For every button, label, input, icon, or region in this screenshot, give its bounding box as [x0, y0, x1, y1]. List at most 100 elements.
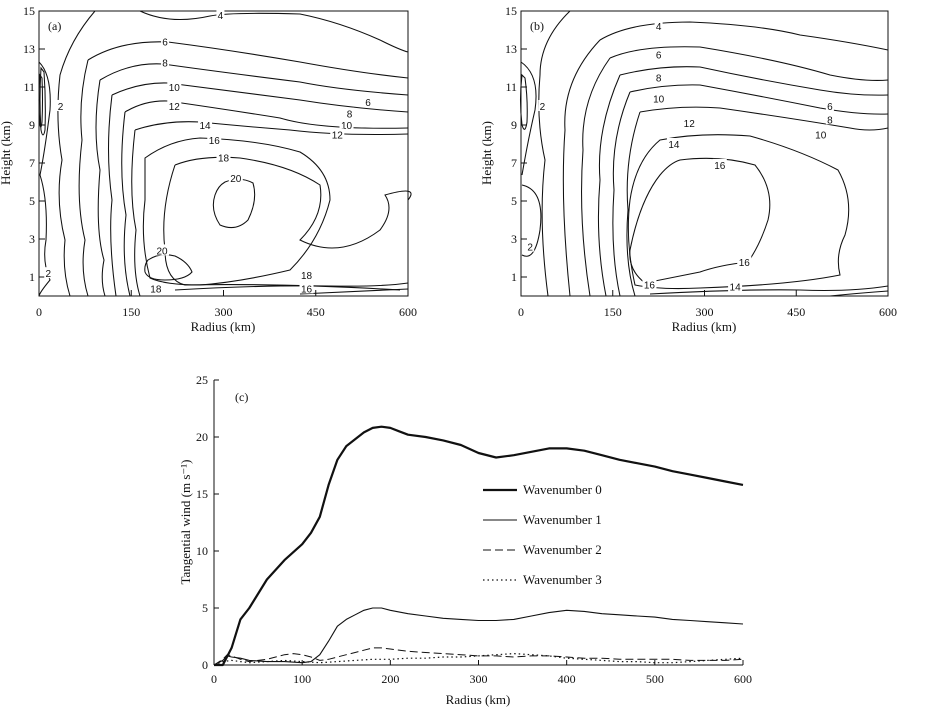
panel-a-contour-label: 18	[150, 284, 162, 295]
panel-a-contour-label: 16	[301, 284, 313, 295]
panel-c-y-tick-label: 0	[202, 658, 208, 672]
panel-a-x-tick-label: 300	[215, 305, 233, 319]
panel-a-contour-label-bg	[148, 282, 163, 294]
panel-a-label: (a)	[48, 19, 61, 33]
panel-b-contour-label-bg	[642, 278, 657, 290]
panel-a-contour-label-bg	[339, 119, 354, 130]
panel-c-series-lines	[213, 425, 744, 667]
panel-c-y-ticks: 0 5 10 15 20 25	[196, 373, 219, 672]
panel-c-y-tick-label: 15	[196, 487, 208, 501]
panel-b-x-tick-label: 0	[518, 305, 524, 319]
panel-c-line-chart: 0 100 200 300 400 500 600 0 5 10 15 20 25 (c) Radiu…	[178, 373, 752, 707]
panel-a-contour-label-bg	[299, 269, 314, 281]
panel-a-contour-label: 20	[156, 246, 168, 257]
panel-a-contour-label: 12	[332, 131, 344, 142]
panel-b-contour-label-bg	[666, 138, 681, 149]
panel-a-contour-label-bg	[56, 100, 65, 111]
panel-b-contour-label: 6	[656, 51, 662, 62]
panel-b-label: (b)	[530, 19, 544, 33]
panel-b-x-tick-label: 150	[604, 305, 622, 319]
panel-a-contour-label-bg	[330, 128, 345, 140]
panel-c-x-tick-label: 100	[293, 672, 311, 686]
panel-a-contour-label-bg	[216, 151, 231, 163]
panel-c-legend: Wavenumber 0 Wavenumber 1 Wavenumber 2 Wave…	[483, 482, 602, 587]
panel-b-contour-label-bg	[526, 240, 535, 252]
panel-a-contour-label: 2	[58, 102, 64, 113]
panel-a-contour-label-bg	[207, 134, 222, 146]
series-line-wavenumber-0	[214, 425, 744, 667]
panel-c-y-tick-label: 10	[196, 544, 208, 558]
panel-c-x-ticks: 0 100 200 300 400 500 600	[211, 660, 752, 686]
panel-b-contour-label-bg	[654, 71, 663, 83]
panel-b-x-ticks: 0 150 300 450 600	[518, 290, 897, 319]
panel-a-x-tick-label: 0	[36, 305, 42, 319]
panel-a-contour-label-bg	[364, 96, 373, 108]
legend-label-wavenumber-2: Wavenumber 2	[523, 542, 602, 557]
panel-b-contour-lines	[519, 10, 889, 297]
panel-a-contour-label: 2	[45, 269, 51, 280]
panel-a-contour-label-bg	[167, 100, 182, 111]
series-line-wavenumber-3	[213, 652, 744, 666]
panel-b-contour-label: 6	[827, 102, 833, 113]
panel-b-contour-label: 14	[730, 283, 742, 294]
panel-b-contour-label-bg	[712, 158, 727, 170]
panel-a-contour-label: 8	[347, 110, 353, 121]
panel-a-contour-label-bg	[44, 267, 53, 279]
panel-a-contour-label: 14	[199, 121, 211, 132]
panel-a-contour-label-bg	[216, 8, 225, 20]
panel-a-y-tick-label: 1	[29, 270, 35, 284]
panel-a-contour-label: 20	[230, 174, 242, 185]
panel-c-x-tick-label: 600	[734, 672, 752, 686]
panel-a-contour-label-bg	[155, 244, 169, 256]
legend-label-wavenumber-3: Wavenumber 3	[523, 572, 602, 587]
panel-b-contour-label-bg	[654, 48, 663, 60]
panel-a-contour-label: 12	[169, 102, 181, 113]
panel-a-y-axis-label: Height (km)	[0, 121, 13, 185]
panel-a-contour-label: 18	[218, 153, 230, 164]
panel-a-y-tick-label: 13	[23, 42, 35, 56]
panel-b-contour-label: 2	[527, 243, 533, 254]
panel-c-x-tick-label: 500	[646, 672, 664, 686]
panel-b-contour-label-bg	[737, 255, 752, 267]
panel-b-contour-label: 10	[653, 94, 665, 105]
panel-a-x-ticks: 0 150 300 450 600	[36, 290, 417, 319]
panel-b-contour-label: 14	[668, 140, 680, 151]
panel-b-contour-label-bg	[728, 280, 743, 292]
panel-a-y-tick-label: 3	[29, 232, 35, 246]
panel-b-y-tick-label: 11	[505, 80, 517, 94]
panel-a-contour-label-bg	[198, 119, 213, 130]
panel-b-x-tick-label: 600	[879, 305, 897, 319]
panel-a-contour-label: 8	[162, 58, 168, 69]
legend-label-wavenumber-1: Wavenumber 1	[523, 512, 602, 527]
panel-a-contour-label: 4	[218, 11, 224, 22]
panel-c-y-tick-label: 5	[202, 601, 208, 615]
panel-c-y-axis-label: Tangential wind (m s⁻¹)	[178, 459, 193, 584]
panel-c-axes	[213, 380, 743, 666]
panel-a-contour-label-bg	[167, 81, 182, 92]
legend-label-wavenumber-0: Wavenumber 0	[523, 482, 602, 497]
panel-a-contour-label-bg	[228, 172, 243, 184]
panel-a-contour-label-bg	[161, 56, 170, 68]
panel-a-y-tick-label: 15	[23, 4, 35, 18]
panel-a-contour-label: 10	[169, 83, 181, 94]
panel-b-contour-label: 2	[540, 102, 546, 113]
panel-b-y-tick-label: 15	[505, 4, 517, 18]
panel-b-y-tick-label: 1	[511, 270, 517, 284]
panel-b-contour-label: 12	[684, 119, 696, 130]
panel-b-contour-label: 16	[644, 281, 656, 292]
panel-c-y-tick-label: 20	[196, 430, 208, 444]
panel-a-contour-label-bg	[299, 282, 314, 294]
panel-c-y-tick-label: 25	[196, 373, 208, 387]
panel-b-y-tick-label: 3	[511, 232, 517, 246]
panel-a-contour-label: 10	[341, 121, 353, 132]
panel-b-contour-label: 10	[815, 131, 827, 142]
panel-a-contour-label: 18	[301, 271, 313, 282]
panel-a-y-tick-label: 9	[29, 118, 35, 132]
panel-a-x-tick-label: 600	[399, 305, 417, 319]
panel-b-contour-label-bg	[825, 100, 834, 111]
panel-c-label: (c)	[235, 390, 248, 404]
panel-c-x-tick-label: 0	[211, 672, 217, 686]
panel-b-contour-label-bg	[813, 128, 828, 140]
